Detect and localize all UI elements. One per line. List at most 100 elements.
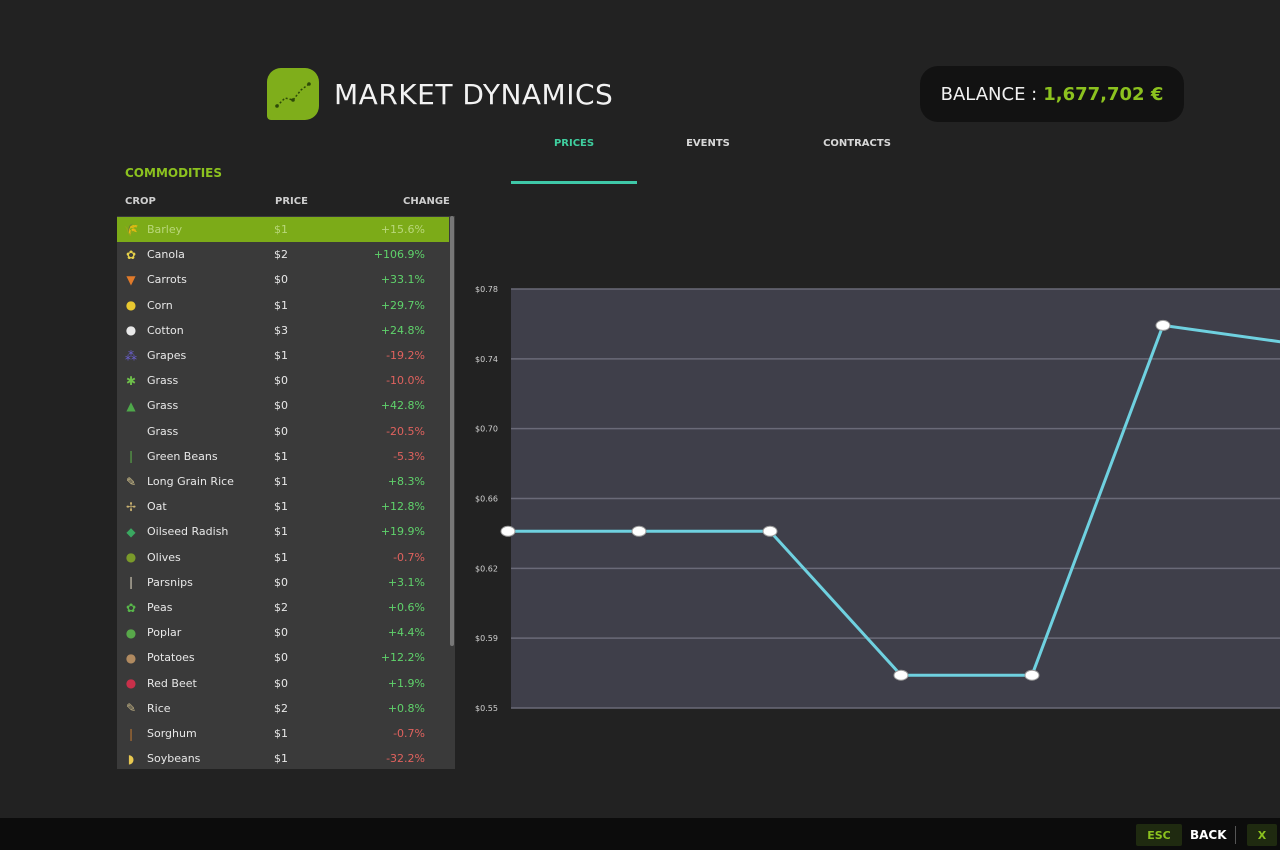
crop-price: $1 [274,449,288,463]
potato-icon: ● [125,650,137,665]
crop-change: -32.2% [386,752,425,766]
commodity-row[interactable]: ⁂ Grapes $1 -19.2% [117,343,449,368]
back-button[interactable]: BACK [1190,828,1227,842]
commodity-row[interactable]: ● Red Beet $0 +1.9% [117,671,449,696]
crop-change: +0.6% [387,601,425,614]
esc-key-button[interactable]: ESC [1136,824,1182,846]
commodity-row[interactable]: ✿ Peas $2 +0.6% [117,595,449,620]
crop-price: $1 [274,298,288,312]
market-logo-icon [267,68,319,120]
commodity-row[interactable]: ❘ Green Beans $1 -5.3% [117,444,449,469]
commodity-row[interactable]: ✿ Canola $2 +106.9% [117,242,449,267]
commodity-row[interactable]: ◆ Oilseed Radish $1 +19.9% [117,519,449,544]
crop-name: Canola [147,248,185,262]
crop-change: +1.9% [387,676,425,690]
crop-change: +29.7% [380,298,425,312]
commodity-row[interactable]: ✱ Grass $0 -10.0% [117,368,449,393]
crop-name: Long Grain Rice [147,475,234,488]
crop-change: +8.3% [387,475,425,488]
price-chart-svg: $0.78 $0.74 $0.70 $0.66 $0.62 $0.59 $0.55 [475,285,1280,713]
barley-icon: 🌾 [123,222,139,237]
commodity-row[interactable]: Grass $0 -20.5% [117,419,449,444]
commodity-row[interactable]: ● Poplar $0 +4.4% [117,620,449,645]
data-point[interactable] [631,525,647,537]
commodity-row[interactable]: 🌾 Barley $1 +15.6% [117,217,449,242]
x-key-button[interactable]: X [1247,824,1277,846]
corn-icon: ● [125,298,137,313]
column-header-price: PRICE [275,196,308,207]
balance-value: 1,677,702 € [1043,83,1164,105]
commodity-row[interactable]: ▼ Carrots $0 +33.1% [117,267,449,292]
y-tick-label: $0.62 [475,564,498,573]
crop-change: +24.8% [380,323,425,337]
crop-price: $2 [274,248,288,262]
data-point[interactable] [762,525,778,537]
crop-change: +19.9% [380,525,425,539]
sorghum-icon: ❘ [125,726,137,741]
balance-label: BALANCE : [940,83,1038,105]
cotton-icon: ● [125,323,137,338]
grapes-icon: ⁂ [125,348,137,363]
commodity-row[interactable]: ✎ Long Grain Rice $1 +8.3% [117,469,449,494]
crop-change: +33.1% [380,273,425,287]
crop-name: Peas [147,601,173,614]
crop-price: $0 [274,676,288,690]
crop-price: $3 [274,323,288,337]
scrollbar[interactable] [450,216,454,646]
commodity-list[interactable]: 🌾 Barley $1 +15.6% ✿ Canola $2 +106.9% ▼ Carrots $… [117,216,455,769]
crop-change: +12.8% [380,500,425,514]
crop-price: $1 [274,223,288,236]
crop-name: Barley [147,223,183,236]
tab-events[interactable]: EVENTS [686,138,730,149]
oilseed-radish-icon: ◆ [126,524,136,539]
crop-price: $2 [274,601,288,614]
commodity-row[interactable]: ● Potatoes $0 +12.2% [117,645,449,670]
crop-price: $1 [274,727,288,740]
crop-price: $0 [274,626,288,640]
crop-change: +4.4% [387,626,425,640]
crop-change: +106.9% [373,248,425,262]
column-header-crop: CROP [125,196,156,207]
data-point[interactable] [893,669,909,681]
red-beet-icon: ● [125,676,137,691]
data-point[interactable] [1155,319,1171,331]
crop-name: Olives [147,550,181,564]
crop-name: Oat [147,500,167,514]
crop-price: $1 [274,752,288,766]
commodity-row[interactable]: ● Cotton $3 +24.8% [117,318,449,343]
crop-price: $0 [274,424,288,438]
tab-contracts[interactable]: CONTRACTS [823,138,891,149]
y-tick-label: $0.78 [475,285,498,294]
crop-price: $1 [274,475,288,488]
crop-name: Carrots [147,273,187,287]
price-chart: $0.78 $0.74 $0.70 $0.66 $0.62 $0.59 $0.55 [470,270,1280,730]
commodity-row[interactable]: ✢ Oat $1 +12.8% [117,494,449,519]
commodity-row[interactable]: ❘ Parsnips $0 +3.1% [117,570,449,595]
canola-icon: ✿ [125,247,137,262]
crop-price: $1 [274,525,288,539]
active-tab-indicator [511,181,637,184]
green-beans-icon: ❘ [125,449,137,464]
crop-name: Corn [147,298,173,312]
commodity-row[interactable]: ❘ Sorghum $1 -0.7% [117,721,449,746]
data-point[interactable] [1024,669,1040,681]
commodity-row[interactable]: ✎ Rice $2 +0.8% [117,696,449,721]
parsnip-icon: ❘ [125,575,137,590]
poplar-icon: ● [125,625,137,640]
y-tick-label: $0.74 [475,355,498,364]
commodity-row[interactable]: ◗ Soybeans $1 -32.2% [117,746,449,771]
crop-name: Potatoes [147,651,195,665]
tab-prices[interactable]: PRICES [553,138,595,149]
data-point[interactable] [500,525,516,537]
grass-icon: ✱ [125,373,137,388]
commodity-row[interactable]: ● Olives $1 -0.7% [117,545,449,570]
commodity-row[interactable]: ● Corn $1 +29.7% [117,293,449,318]
crop-change: +42.8% [380,399,425,413]
crop-change: -5.3% [393,449,425,463]
crop-name: Parsnips [147,575,193,589]
y-tick-label: $0.66 [475,495,498,504]
commodity-row[interactable]: ▲ Grass $0 +42.8% [117,393,449,418]
commodities-heading: COMMODITIES [125,166,223,180]
crop-name: Poplar [147,626,182,640]
crop-change: -0.7% [393,727,425,740]
